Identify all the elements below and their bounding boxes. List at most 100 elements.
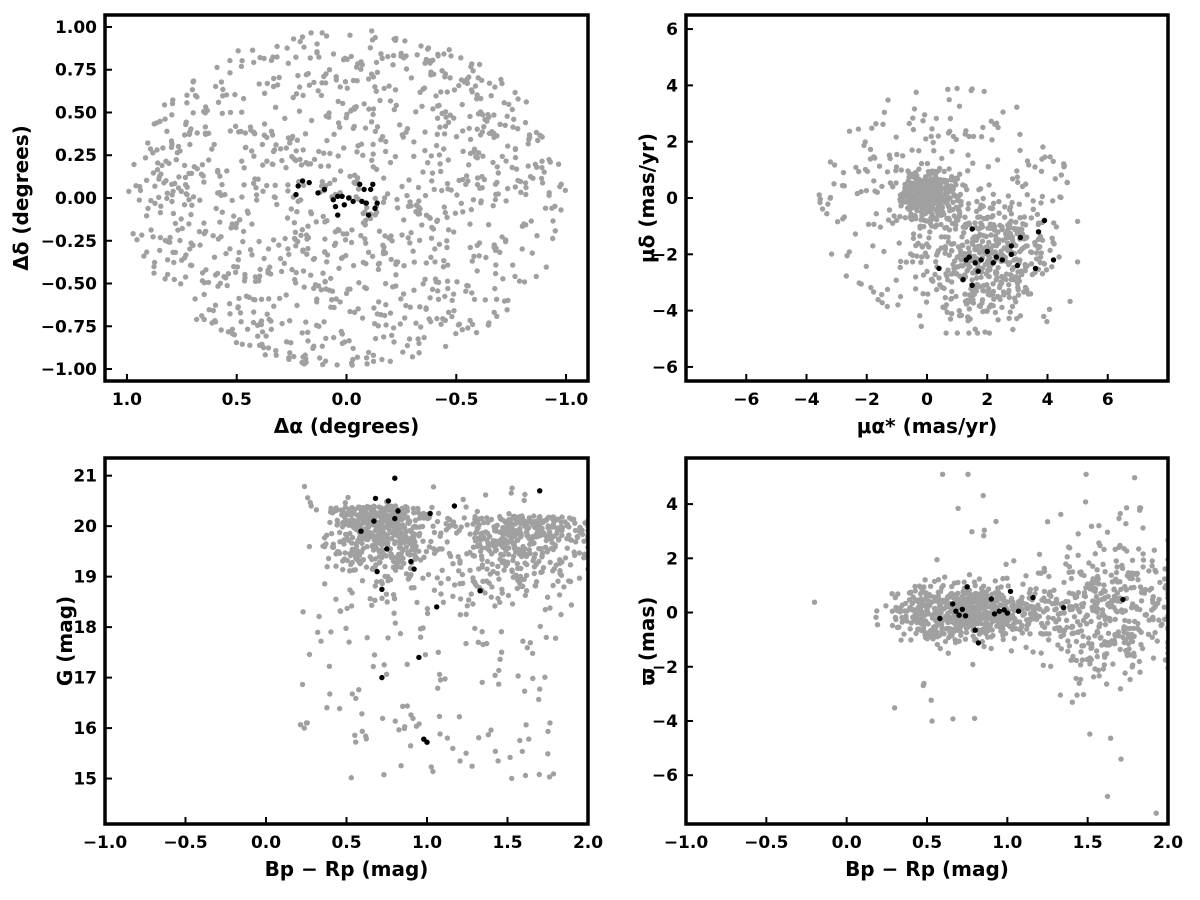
field-point [515,673,521,679]
members-point [1017,234,1024,241]
field-point [233,220,240,227]
field-point [360,220,367,226]
field-point [1139,645,1146,652]
field-point [452,210,459,216]
field-point [948,296,954,302]
field-point [967,316,973,322]
field-point [1083,471,1089,477]
field-point [405,520,411,526]
field-point [971,291,977,298]
field-point [1014,280,1021,286]
field-point [371,652,378,658]
field-point [397,630,404,637]
field-point [934,629,940,635]
field-point [336,549,342,555]
field-point [409,542,415,549]
field-point [399,531,405,537]
field-point [834,219,841,225]
field-point [492,84,498,90]
field-point [564,545,570,551]
field-point [387,576,394,583]
field-point [210,233,216,239]
field-point [277,146,284,152]
field-series [816,85,1081,336]
field-point [356,280,362,286]
field-point [982,244,989,251]
field-point [306,543,313,550]
field-point [181,162,188,169]
field-point [360,513,366,519]
field-point [905,168,911,174]
field-point [434,575,440,581]
field-point [1041,313,1047,320]
field-point [983,619,989,625]
field-point [405,551,411,557]
field-point [939,471,946,477]
field-point [496,576,502,582]
field-point [987,205,993,211]
field-point [259,141,266,148]
field-point [370,74,377,80]
field-point [889,622,896,629]
field-point [254,322,261,329]
field-point [831,162,838,168]
field-point [263,333,269,339]
field-point [336,265,342,271]
field-point [1064,179,1071,186]
field-point [1000,636,1006,643]
field-point [558,572,565,578]
members-point [392,515,398,522]
field-point [472,530,479,537]
field-point [930,214,936,220]
field-point [232,91,238,98]
field-point [861,142,867,149]
field-point [383,302,389,308]
field-point [436,241,443,247]
field-point [534,233,540,239]
field-point [444,214,450,221]
field-point [141,253,147,259]
field-point [936,602,943,608]
field-point [161,180,167,186]
field-point [437,124,443,130]
field-point [1102,588,1108,595]
field-point [1123,647,1129,654]
field-point [303,319,309,325]
field-point [933,115,939,122]
field-point [1022,268,1028,274]
field-point [375,323,381,329]
field-point [1008,211,1015,217]
field-point [1139,587,1145,593]
field-point [923,604,930,611]
field-point [319,343,325,349]
field-point [143,213,150,219]
field-point [993,277,999,283]
field-point [387,159,394,166]
field-point [399,132,405,138]
field-point [557,183,563,190]
field-point [955,590,961,596]
field-point [217,173,223,179]
field-point [1032,269,1038,276]
field-point [333,296,339,302]
members-point [990,260,996,266]
field-point [344,532,350,538]
field-point [480,578,486,584]
field-point [476,735,482,741]
field-point [1121,639,1128,646]
field-point [902,608,908,614]
field-point [297,156,303,163]
field-point [931,148,937,154]
field-point [995,585,1001,591]
field-point [248,127,254,133]
field-point [445,262,451,268]
field-point [545,523,551,529]
field-point [537,686,543,692]
field-point [558,611,564,618]
field-point [434,115,441,121]
field-point [523,722,529,728]
field-point [492,181,499,187]
field-point [923,299,930,305]
field-point [303,720,310,726]
field-point [448,53,454,59]
